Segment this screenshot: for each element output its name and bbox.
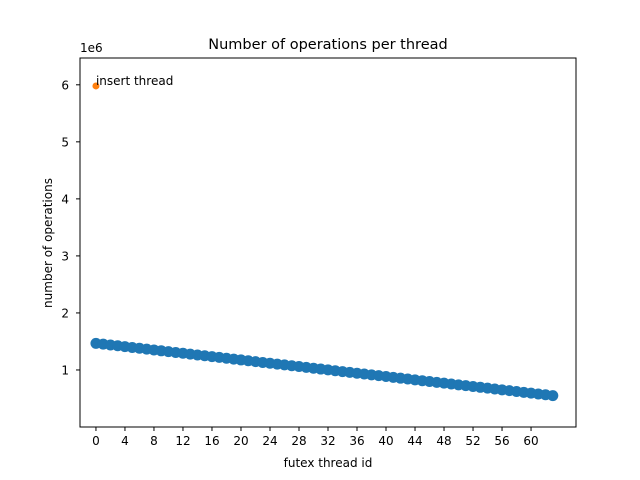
y-tick-label: 3 — [61, 249, 69, 263]
x-tick-label: 16 — [204, 434, 219, 448]
x-axis-ticks: 0 4 8 12 16 20 24 28 32 36 40 44 48 52 56 60 — [92, 427, 539, 448]
x-tick-label: 48 — [436, 434, 451, 448]
y-tick-label: 6 — [61, 78, 69, 92]
x-tick-label: 24 — [262, 434, 277, 448]
series-0 — [90, 337, 559, 402]
annotation-layer: insert thread — [96, 74, 173, 88]
x-axis-label: futex thread id — [284, 456, 373, 470]
x-tick-label: 0 — [92, 434, 100, 448]
chart-title: Number of operations per thread — [208, 37, 447, 53]
y-tick-label: 5 — [61, 135, 69, 149]
data-point — [547, 390, 559, 402]
x-tick-label: 56 — [494, 434, 509, 448]
x-tick-label: 20 — [233, 434, 248, 448]
plot-area: insert thread — [90, 74, 559, 402]
y-tick-label: 4 — [61, 192, 69, 206]
annotation-label: insert thread — [96, 74, 173, 88]
x-tick-label: 60 — [523, 434, 538, 448]
x-tick-label: 40 — [378, 434, 393, 448]
x-tick-label: 8 — [150, 434, 158, 448]
x-tick-label: 44 — [407, 434, 422, 448]
data-point — [92, 82, 100, 90]
y-axis-offset-text: 1e6 — [80, 41, 103, 55]
x-tick-label: 36 — [349, 434, 364, 448]
y-axis-ticks: 1 2 3 4 5 6 — [61, 78, 80, 377]
y-tick-label: 2 — [61, 306, 69, 320]
x-tick-label: 52 — [465, 434, 480, 448]
series-1 — [92, 82, 100, 90]
y-axis-label: number of operations — [41, 178, 55, 308]
x-tick-label: 28 — [291, 434, 306, 448]
x-tick-label: 32 — [320, 434, 335, 448]
y-tick-label: 1 — [61, 363, 69, 377]
x-tick-label: 4 — [121, 434, 129, 448]
x-tick-label: 12 — [175, 434, 190, 448]
points-layer — [90, 82, 559, 402]
